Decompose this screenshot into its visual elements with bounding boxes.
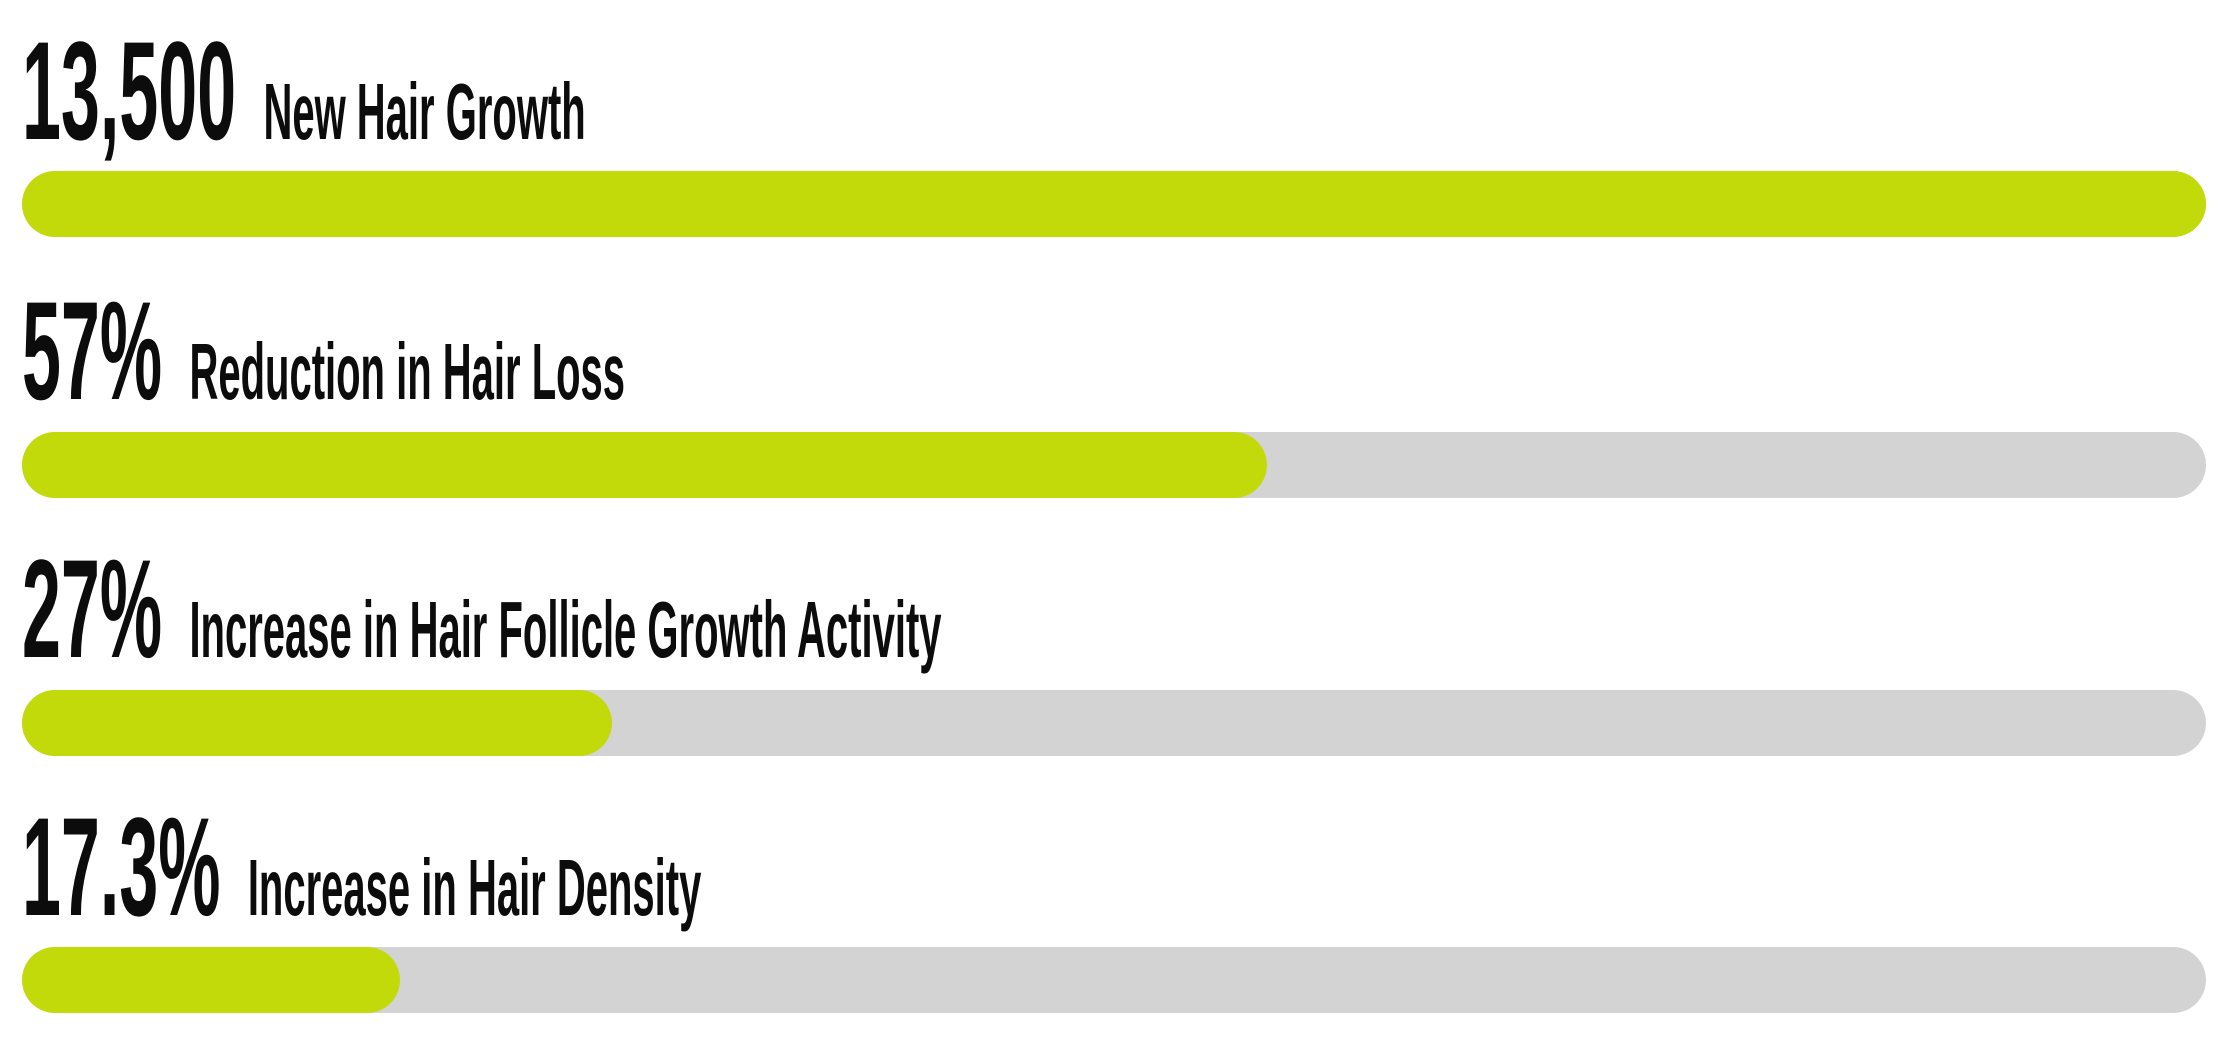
- stat-label: Reduction in Hair Loss: [189, 327, 626, 416]
- stat-label: New Hair Growth: [263, 67, 586, 156]
- stat-value: 17.3%: [22, 788, 221, 945]
- stat-heading: 27% Increase in Hair Follicle Growth Act…: [22, 539, 942, 679]
- progress-fill: [22, 947, 400, 1013]
- progress-track: [22, 171, 2206, 237]
- progress-track: [22, 947, 2206, 1013]
- stat-heading: 57% Reduction in Hair Loss: [22, 281, 625, 421]
- progress-fill: [22, 690, 612, 756]
- progress-track: [22, 432, 2206, 498]
- progress-fill: [22, 171, 2206, 237]
- stat-label: Increase in Hair Follicle Growth Activit…: [189, 585, 942, 674]
- progress-fill: [22, 432, 1267, 498]
- stat-label: Increase in Hair Density: [247, 843, 702, 932]
- progress-track: [22, 690, 2206, 756]
- stat-value: 57%: [22, 272, 163, 429]
- stat-heading: 17.3% Increase in Hair Density: [22, 797, 701, 937]
- stat-heading: 13,500 New Hair Growth: [22, 21, 586, 161]
- stat-value: 27%: [22, 530, 163, 687]
- stat-value: 13,500: [22, 12, 237, 169]
